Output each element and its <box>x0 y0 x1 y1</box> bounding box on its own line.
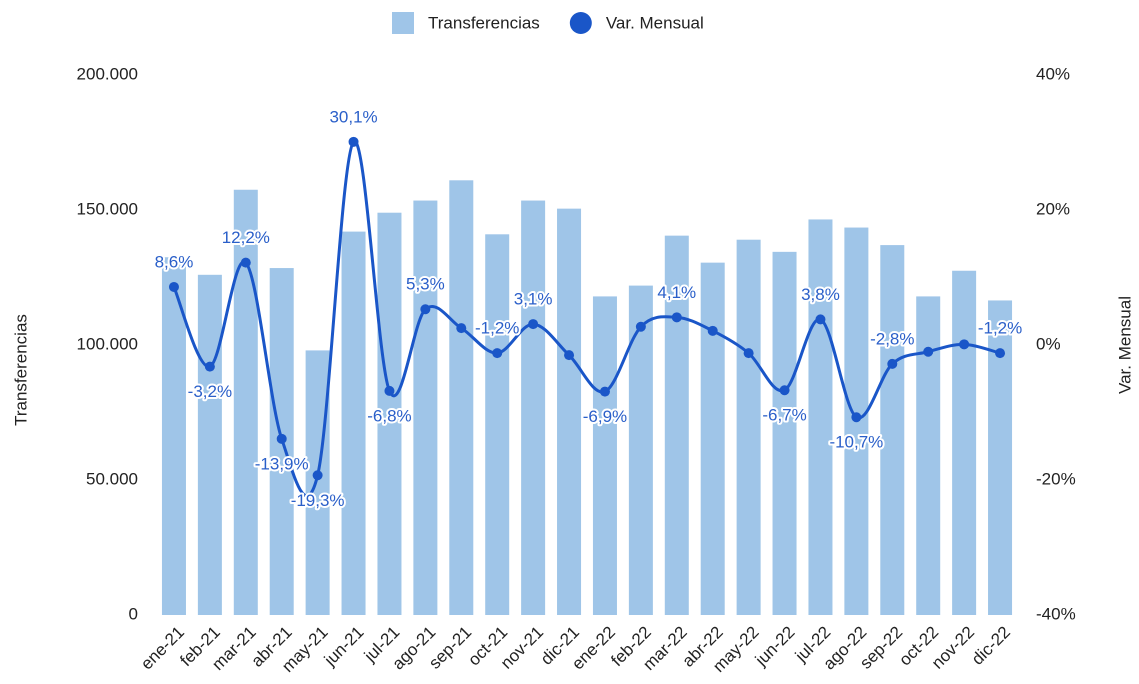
data-label: -2,8% <box>870 329 914 348</box>
data-label: -1,2% <box>475 319 519 338</box>
bar <box>628 285 653 615</box>
data-label: -6,9% <box>583 407 627 426</box>
bar <box>808 219 833 615</box>
point <box>564 350 575 361</box>
y-tick-label: 200.000 <box>77 64 138 83</box>
bar <box>485 234 510 616</box>
data-label: 3,1% <box>514 290 553 309</box>
point <box>995 348 1006 359</box>
x-tick-label: dic-22 <box>968 623 1014 669</box>
data-label: 5,3% <box>406 275 445 294</box>
bar <box>449 180 474 616</box>
data-label: 8,6% <box>155 252 194 271</box>
point <box>240 257 251 268</box>
bar <box>700 262 725 615</box>
point <box>707 325 718 336</box>
bar <box>161 257 186 615</box>
data-label: -1,2% <box>978 319 1022 338</box>
legend-label: Transferencias <box>428 13 540 32</box>
point <box>635 321 646 332</box>
point <box>276 433 287 444</box>
point <box>528 319 539 330</box>
point <box>348 136 359 147</box>
data-label: 12,2% <box>222 228 270 247</box>
data-label: -6,8% <box>367 406 411 425</box>
bar <box>377 212 402 615</box>
data-label: 30,1% <box>329 107 377 126</box>
bar <box>952 270 977 615</box>
data-label: -10,7% <box>829 433 883 452</box>
point <box>420 304 431 315</box>
bar <box>233 189 258 615</box>
bar <box>592 296 617 615</box>
y-tick-label: 50.000 <box>86 469 138 488</box>
x-tick-label: jun-21 <box>320 623 368 671</box>
data-label: -6,7% <box>762 406 806 425</box>
y2-tick-label: -20% <box>1036 469 1076 488</box>
y2-axis-title: Var. Mensual <box>1115 296 1134 394</box>
point <box>959 339 970 350</box>
bar <box>341 231 366 615</box>
point <box>456 323 467 334</box>
y-axis-title: Transferencias <box>11 314 30 426</box>
bar <box>413 200 438 616</box>
point <box>492 348 503 359</box>
bar <box>988 300 1013 615</box>
point <box>923 346 934 357</box>
bar <box>197 274 222 615</box>
point <box>887 358 898 369</box>
point <box>384 385 395 396</box>
y-tick-label: 0 <box>129 604 138 623</box>
bar <box>772 251 797 615</box>
point <box>851 412 862 423</box>
point <box>743 348 754 359</box>
point <box>168 281 179 292</box>
data-label: -19,3% <box>291 491 345 510</box>
point <box>779 385 790 396</box>
data-label: -3,2% <box>188 382 232 401</box>
y-tick-label: 150.000 <box>77 199 138 218</box>
point <box>204 361 215 372</box>
point <box>599 386 610 397</box>
bar <box>916 296 941 615</box>
bar <box>880 245 905 615</box>
point <box>312 470 323 481</box>
y2-tick-label: 40% <box>1036 64 1070 83</box>
bar <box>736 239 761 615</box>
bar <box>521 200 546 616</box>
legend-swatch <box>392 12 414 34</box>
y2-tick-label: 0% <box>1036 334 1061 353</box>
legend-swatch <box>569 12 592 34</box>
y2-tick-label: 20% <box>1036 199 1070 218</box>
bar <box>305 350 330 615</box>
bar <box>664 235 689 615</box>
point <box>671 312 682 323</box>
data-label: -13,9% <box>255 454 309 473</box>
data-label: 4,1% <box>657 283 696 302</box>
bar <box>557 208 582 615</box>
y2-tick-label: -40% <box>1036 604 1076 623</box>
y-tick-label: 100.000 <box>77 334 138 353</box>
x-tick-label: ene-21 <box>137 623 188 674</box>
data-label: 3,8% <box>801 285 840 304</box>
legend: Transferencias Var. Mensual <box>392 12 704 34</box>
legend-label: Var. Mensual <box>606 13 704 32</box>
point <box>815 314 826 325</box>
x-tick-label: jun-22 <box>751 623 799 671</box>
